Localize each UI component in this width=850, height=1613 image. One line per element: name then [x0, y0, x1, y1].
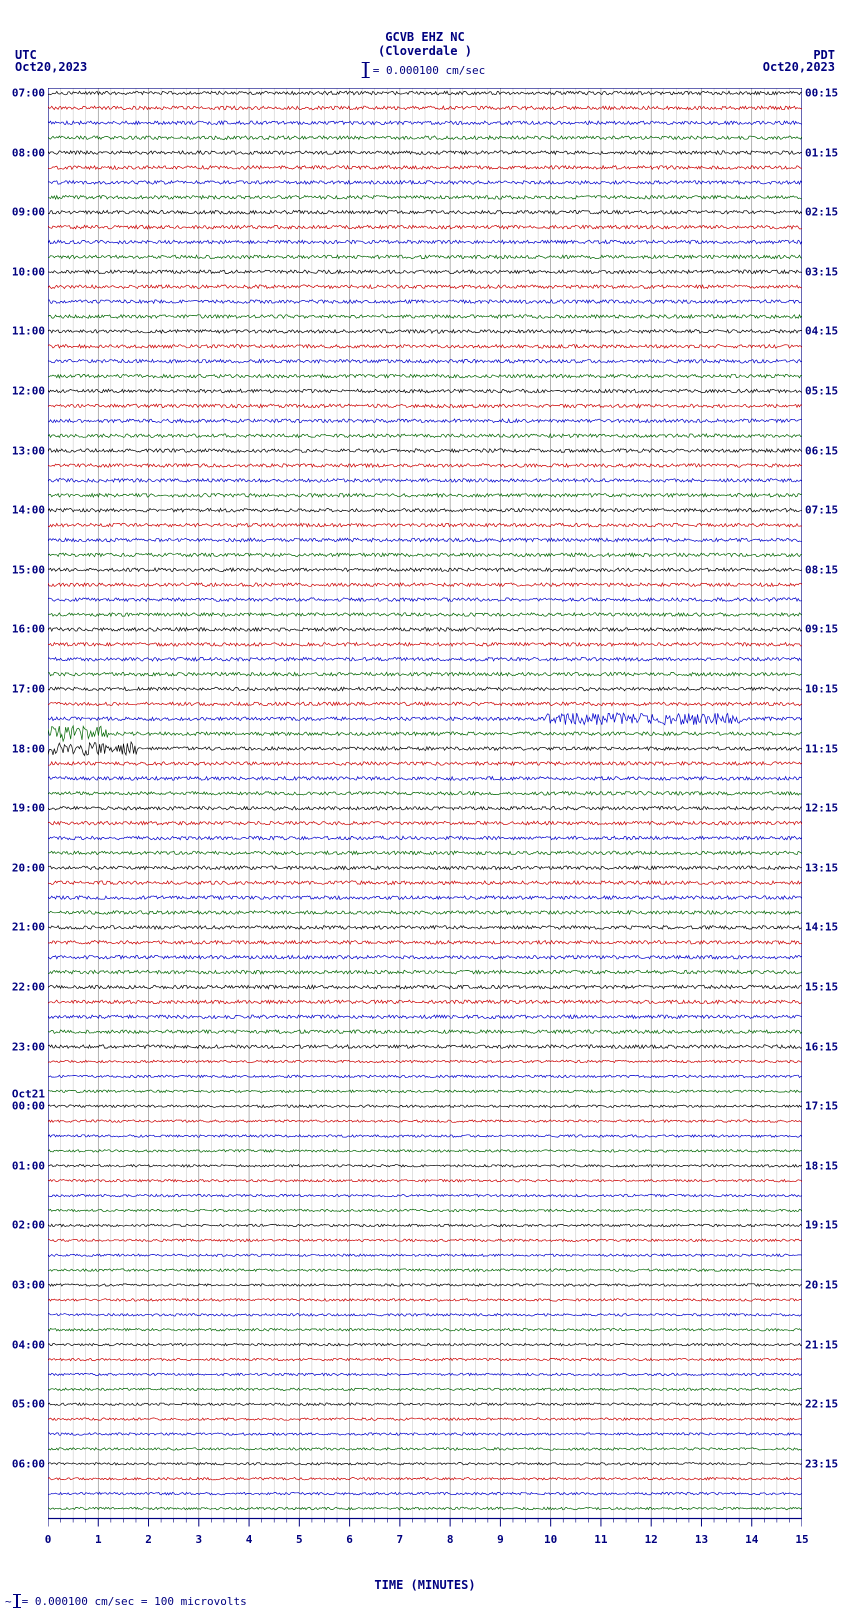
- left-time-label: 20:00: [12, 861, 45, 874]
- right-time-label: 23:15: [805, 1457, 838, 1470]
- right-time-label: 22:15: [805, 1398, 838, 1411]
- left-time-label: 09:00: [12, 206, 45, 219]
- scale-text: = 0.000100 cm/sec: [373, 64, 486, 77]
- right-time-label: 21:15: [805, 1338, 838, 1351]
- left-time-label: 07:00: [12, 87, 45, 100]
- right-time-label: 05:15: [805, 385, 838, 398]
- right-time-label: 17:15: [805, 1100, 838, 1113]
- right-time-label: 10:15: [805, 683, 838, 696]
- right-time-label: 08:15: [805, 563, 838, 576]
- left-time-label: 23:00: [12, 1040, 45, 1053]
- right-time-label: 03:15: [805, 265, 838, 278]
- right-time-label: 07:15: [805, 504, 838, 517]
- left-time-label: 21:00: [12, 921, 45, 934]
- x-tick-label: 2: [145, 1533, 152, 1546]
- footer-scale: ~ = 0.000100 cm/sec = 100 microvolts: [5, 1594, 247, 1608]
- left-time-label: 06:00: [12, 1457, 45, 1470]
- x-tick-label: 12: [645, 1533, 658, 1546]
- left-time-label: 00:00: [12, 1100, 45, 1113]
- left-time-label: 03:00: [12, 1279, 45, 1292]
- footer-tilde: ~: [5, 1595, 12, 1608]
- x-tick-label: 1: [95, 1533, 102, 1546]
- x-tick-label: 7: [397, 1533, 404, 1546]
- right-time-label: 20:15: [805, 1279, 838, 1292]
- right-time-label: 01:15: [805, 146, 838, 159]
- footer-text: = 0.000100 cm/sec = 100 microvolts: [22, 1595, 247, 1608]
- x-tick-label: 11: [594, 1533, 607, 1546]
- station-title: GCVB EHZ NC: [385, 30, 464, 44]
- plot-area: TIME (MINUTES) 07:0008:0009:0010:0011:00…: [48, 88, 802, 1548]
- x-tick-label: 4: [246, 1533, 253, 1546]
- right-time-label: 18:15: [805, 1159, 838, 1172]
- right-time-label: 02:15: [805, 206, 838, 219]
- x-tick-label: 0: [45, 1533, 52, 1546]
- left-time-label: 17:00: [12, 683, 45, 696]
- left-time-label: 19:00: [12, 802, 45, 815]
- x-axis-title: TIME (MINUTES): [374, 1578, 475, 1592]
- date-left: Oct20,2023: [15, 60, 87, 74]
- left-time-label: 12:00: [12, 385, 45, 398]
- x-tick-label: 14: [745, 1533, 758, 1546]
- x-tick-label: 8: [447, 1533, 454, 1546]
- left-time-label: 04:00: [12, 1338, 45, 1351]
- right-time-label: 14:15: [805, 921, 838, 934]
- date-right: Oct20,2023: [763, 60, 835, 74]
- right-time-label: 11:15: [805, 742, 838, 755]
- scale-indicator: = 0.000100 cm/sec: [365, 62, 486, 78]
- right-time-label: 09:15: [805, 623, 838, 636]
- right-time-label: 15:15: [805, 981, 838, 994]
- footer-scale-bar-icon: [16, 1594, 18, 1608]
- scale-bar-icon: [365, 62, 367, 78]
- header: GCVB EHZ NC (Cloverdale ) = 0.000100 cm/…: [0, 0, 850, 80]
- x-tick-label: 13: [695, 1533, 708, 1546]
- left-time-label: 10:00: [12, 265, 45, 278]
- x-tick-label: 10: [544, 1533, 557, 1546]
- left-time-label: 13:00: [12, 444, 45, 457]
- left-time-label: 01:00: [12, 1159, 45, 1172]
- x-tick-label: 9: [497, 1533, 504, 1546]
- x-tick-label: 15: [795, 1533, 808, 1546]
- seismogram-container: GCVB EHZ NC (Cloverdale ) = 0.000100 cm/…: [0, 0, 850, 1613]
- left-time-label: 14:00: [12, 504, 45, 517]
- left-time-label: 02:00: [12, 1219, 45, 1232]
- right-time-label: 12:15: [805, 802, 838, 815]
- x-tick-label: 3: [195, 1533, 202, 1546]
- seismogram-plot: [48, 88, 802, 1548]
- location-title: (Cloverdale ): [378, 44, 472, 58]
- x-tick-label: 5: [296, 1533, 303, 1546]
- left-time-label: 16:00: [12, 623, 45, 636]
- right-time-label: 00:15: [805, 87, 838, 100]
- left-time-label: 15:00: [12, 563, 45, 576]
- left-time-label: 05:00: [12, 1398, 45, 1411]
- left-time-label: 22:00: [12, 981, 45, 994]
- left-time-label: 18:00: [12, 742, 45, 755]
- right-time-label: 04:15: [805, 325, 838, 338]
- x-tick-label: 6: [346, 1533, 353, 1546]
- left-time-label: 08:00: [12, 146, 45, 159]
- right-time-label: 13:15: [805, 861, 838, 874]
- right-time-label: 19:15: [805, 1219, 838, 1232]
- left-time-label: 11:00: [12, 325, 45, 338]
- right-time-label: 16:15: [805, 1040, 838, 1053]
- right-time-label: 06:15: [805, 444, 838, 457]
